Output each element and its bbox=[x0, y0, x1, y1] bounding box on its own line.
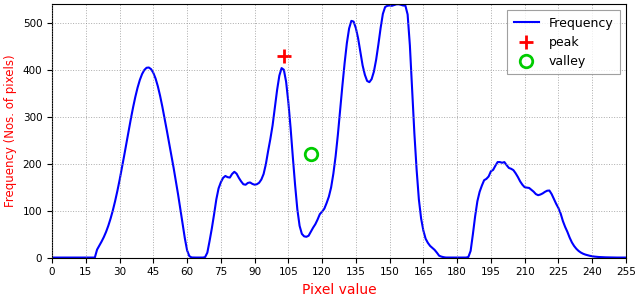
Frequency bbox=[266, 137, 274, 141]
Frequency bbox=[395, 2, 403, 6]
Y-axis label: Frequency (Nos. of pixels): Frequency (Nos. of pixels) bbox=[4, 54, 17, 207]
X-axis label: Pixel value: Pixel value bbox=[301, 283, 376, 297]
Frequency bbox=[228, 172, 236, 176]
Frequency bbox=[516, 180, 524, 183]
Frequency bbox=[260, 172, 268, 176]
Frequency bbox=[622, 256, 630, 259]
Line: Frequency: Frequency bbox=[52, 4, 626, 258]
Legend: Frequency, peak, valley: Frequency, peak, valley bbox=[508, 11, 620, 74]
Frequency bbox=[298, 232, 306, 236]
Frequency bbox=[332, 154, 339, 158]
Frequency bbox=[48, 256, 56, 259]
